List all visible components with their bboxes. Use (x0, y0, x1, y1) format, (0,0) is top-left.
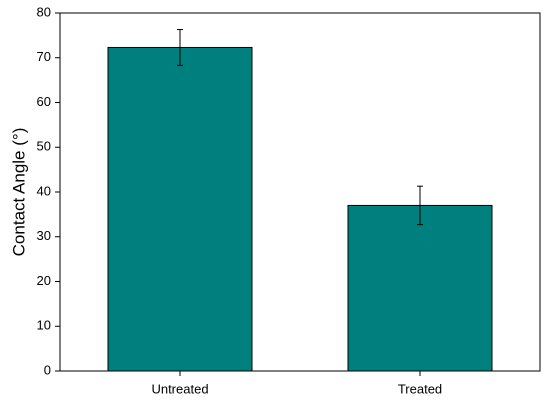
y-tick-label: 70 (37, 49, 51, 64)
plot-frame (59, 12, 541, 372)
bar (347, 204, 493, 372)
y-tick-label: 20 (37, 273, 51, 288)
y-tick-label: 0 (44, 362, 51, 377)
y-axis-title: Contact Angle (°) (9, 128, 28, 257)
bar (107, 46, 253, 372)
y-tick-label: 30 (37, 228, 51, 243)
y-tick-label: 60 (37, 94, 51, 109)
y-tick-label: 80 (37, 4, 51, 19)
x-tick-label: Untreated (151, 381, 208, 396)
y-tick-label: 40 (37, 183, 51, 198)
y-tick-label: 10 (37, 318, 51, 333)
y-tick-label: 50 (37, 139, 51, 154)
x-tick-label: Treated (398, 381, 442, 396)
